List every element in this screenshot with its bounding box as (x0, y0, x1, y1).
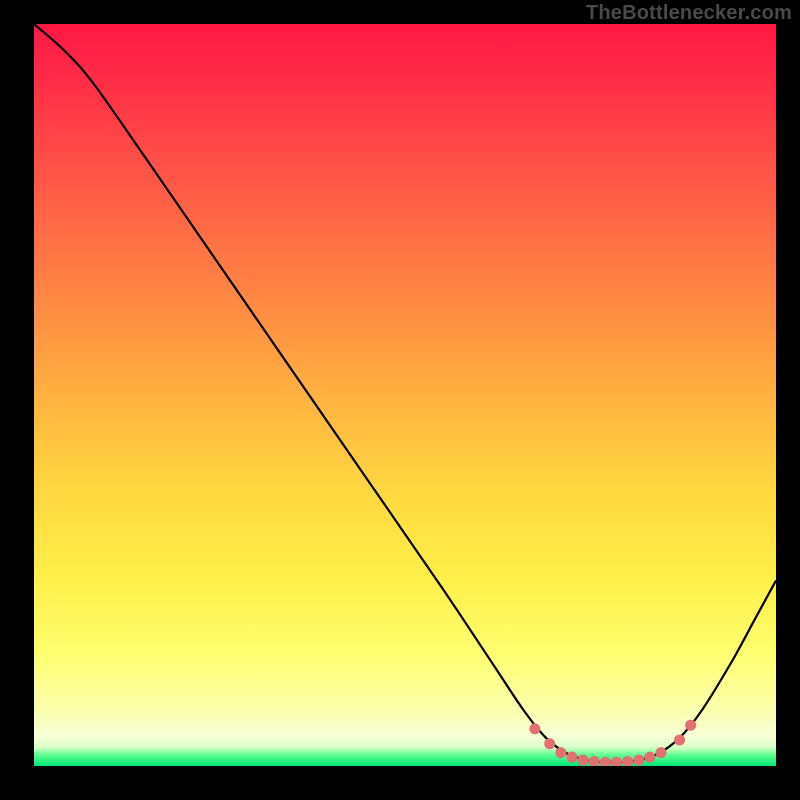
optimum-marker (655, 747, 666, 758)
optimum-marker (566, 752, 577, 763)
gradient-background (34, 24, 776, 766)
watermark-text: TheBottlenecker.com (586, 2, 792, 25)
plot-area (34, 24, 776, 766)
optimum-marker (674, 735, 685, 746)
optimum-marker (544, 738, 555, 749)
chart-frame: TheBottlenecker.com (0, 0, 800, 800)
optimum-marker (578, 755, 589, 766)
optimum-marker (633, 755, 644, 766)
plot-svg (34, 24, 776, 766)
optimum-marker (529, 723, 540, 734)
optimum-marker (555, 747, 566, 758)
optimum-marker (644, 752, 655, 763)
optimum-marker (685, 720, 696, 731)
